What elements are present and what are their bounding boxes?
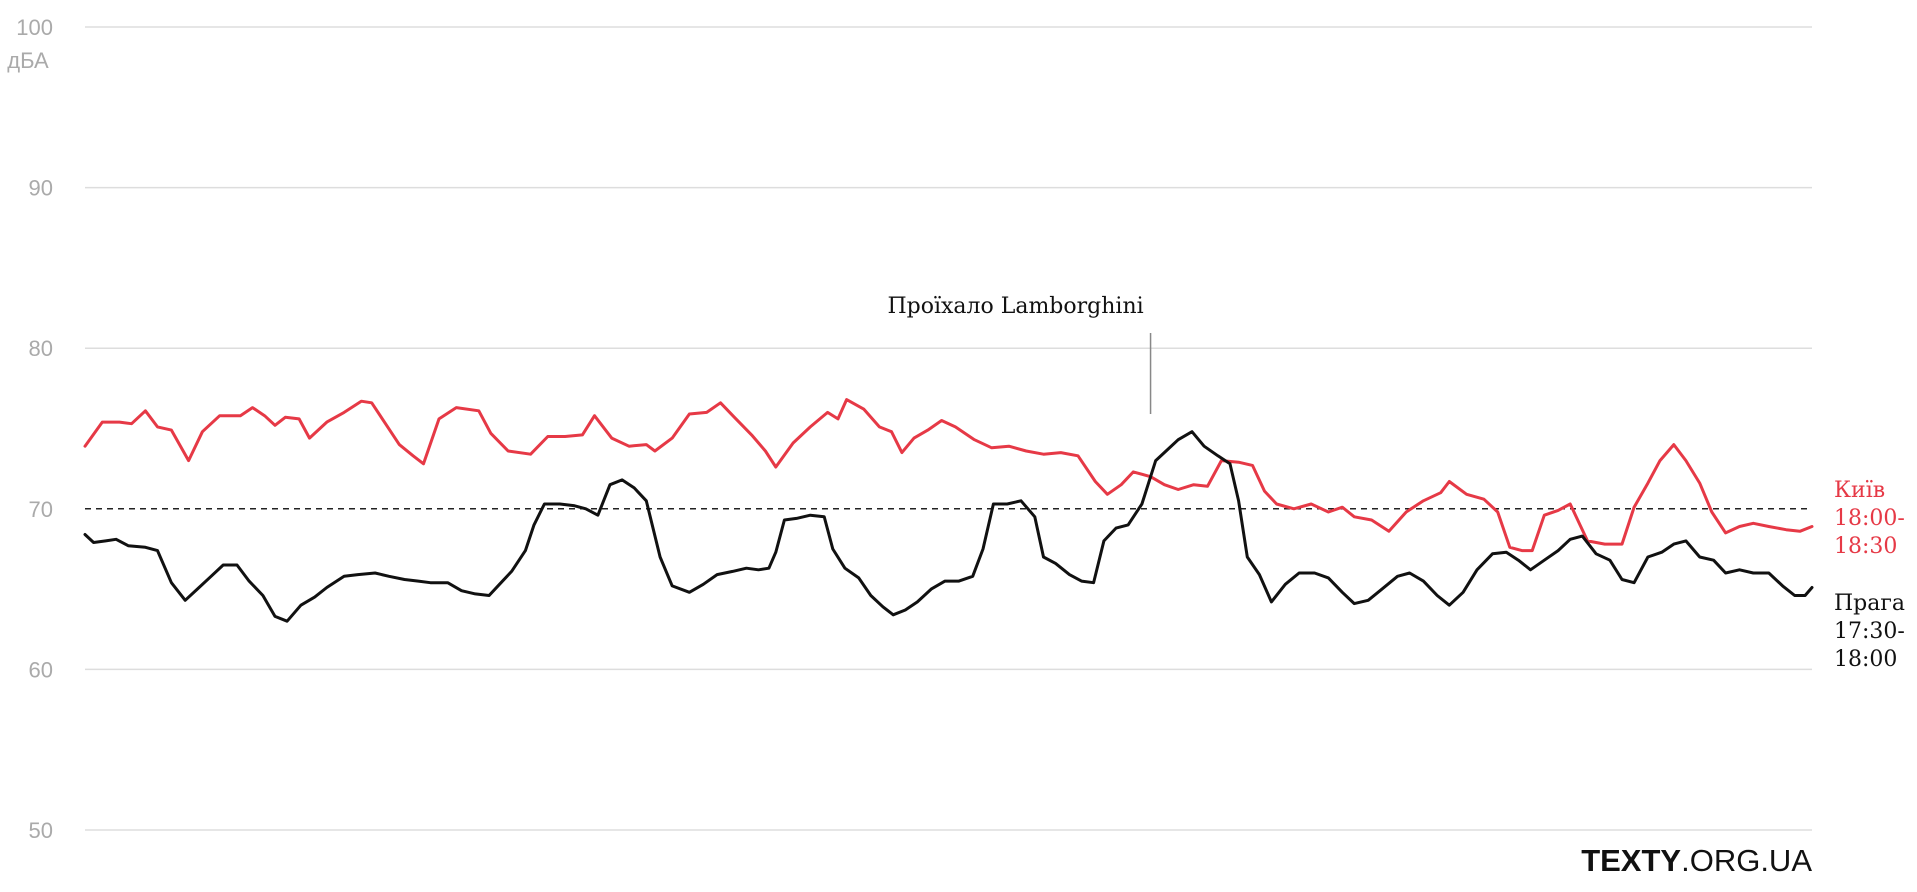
series-label-0-line-0: Київ xyxy=(1834,478,1885,503)
series-label-1-line-1: 17:30- xyxy=(1834,619,1905,644)
texty-logo: TEXTY.ORG.UA xyxy=(1581,843,1812,878)
y-tick-label-60: 60 xyxy=(29,657,53,682)
series-label-1-line-0: Прага xyxy=(1834,591,1905,616)
series-line-0 xyxy=(83,398,1814,553)
y-tick-label-90: 90 xyxy=(29,176,53,201)
y-tick-label-80: 80 xyxy=(29,336,53,361)
series-lines xyxy=(83,398,1814,623)
series-label-0-line-2: 18:30 xyxy=(1834,534,1897,559)
series-labels: Київ 18:00- 18:30 Прага 17:30- 18:00 xyxy=(1834,478,1905,672)
logo-bold-part: TEXTY xyxy=(1581,843,1681,878)
y-tick-label-100: 100 xyxy=(16,15,53,40)
grid-lines xyxy=(85,26,1812,831)
y-tick-label-70: 70 xyxy=(29,497,53,522)
y-tick-label-50: 50 xyxy=(29,818,53,843)
series-label-1-line-2: 18:00 xyxy=(1834,647,1897,672)
logo-light-part: .ORG.UA xyxy=(1681,843,1812,878)
annotation-text: Проїхало Lamborghini xyxy=(887,294,1143,319)
series-label-0-line-1: 18:00- xyxy=(1834,506,1905,531)
y-axis-ticks: 100 90 80 70 60 50 xyxy=(16,15,53,843)
series-line-1 xyxy=(83,430,1814,623)
y-axis-unit-label: дБА xyxy=(7,48,49,73)
